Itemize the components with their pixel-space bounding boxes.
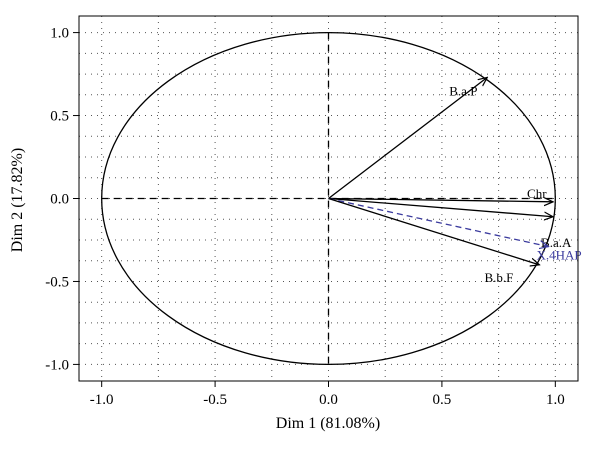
- vector-label-B.b.F: B.b.F: [484, 270, 513, 285]
- x-tick-label: 0.5: [433, 392, 452, 408]
- x-tick-label: -1.0: [90, 392, 114, 408]
- vector-arrow-Chr: [328, 199, 554, 202]
- unit-circle: [101, 31, 556, 366]
- grid-lines: [79, 16, 578, 381]
- y-tick-label: -1.0: [45, 357, 69, 373]
- y-axis-ticks: -1.0 -0.5 0.0 0.5 1.0: [45, 26, 79, 373]
- vector-arrow-B.b.F: [328, 197, 540, 265]
- y-tick-label: 1.0: [50, 26, 69, 42]
- x-axis-ticks: -1.0 -0.5 0.0 0.5 1.0: [90, 381, 565, 408]
- vector-label-X.4HAP: X.4HAP: [537, 248, 582, 263]
- x-tick-label: -0.5: [203, 392, 227, 408]
- vector-label-B.a.P: B.a.P: [449, 83, 477, 98]
- y-tick-label: 0.5: [50, 109, 69, 125]
- vector-arrow-B.a.A: [328, 197, 554, 217]
- x-tick-label: 1.0: [546, 392, 565, 408]
- y-axis-title: Dim 2 (17.82%): [9, 148, 26, 252]
- x-tick-label: 0.0: [319, 392, 338, 408]
- vector-arrow-X.4HAP: [328, 197, 549, 247]
- x-axis-title: Dim 1 (81.08%): [276, 415, 380, 432]
- y-tick-label: -0.5: [45, 274, 69, 290]
- y-tick-label: 0.0: [50, 192, 69, 208]
- vector-arrow-B.a.P: [328, 77, 488, 200]
- unit-circle-outline: [101, 31, 556, 366]
- vector-label-Chr: Chr: [527, 186, 547, 201]
- zero-axis-lines: [101, 32, 556, 365]
